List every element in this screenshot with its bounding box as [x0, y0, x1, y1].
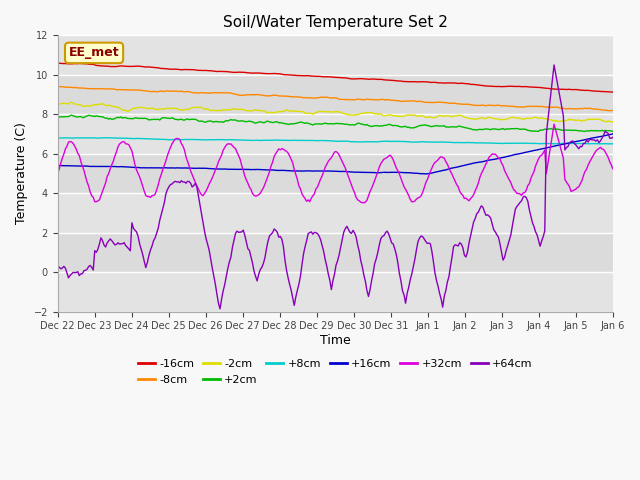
Text: EE_met: EE_met — [68, 47, 120, 60]
-2cm — [221, 107, 228, 113]
Line: +64cm: +64cm — [58, 65, 613, 309]
+64cm — [581, 141, 589, 146]
Bar — [58, 233, 613, 272]
Line: +16cm: +16cm — [58, 134, 613, 174]
-2cm — [249, 108, 257, 114]
Y-axis label: Temperature (C): Temperature (C) — [15, 122, 28, 225]
Title: Soil/Water Temperature Set 2: Soil/Water Temperature Set 2 — [223, 15, 447, 30]
+2cm — [68, 112, 76, 118]
Legend: -16cm, -8cm, -2cm, +2cm, +8cm, +16cm, +32cm, +64cm: -16cm, -8cm, -2cm, +2cm, +8cm, +16cm, +3… — [134, 355, 537, 389]
+32cm — [54, 171, 61, 177]
Line: -8cm: -8cm — [58, 86, 613, 111]
-2cm — [54, 101, 61, 107]
+64cm — [249, 260, 257, 266]
+16cm — [247, 167, 255, 172]
+2cm — [298, 120, 306, 125]
-8cm — [124, 87, 131, 93]
Bar — [58, 36, 613, 75]
+64cm — [298, 262, 306, 267]
Line: +32cm: +32cm — [58, 124, 613, 203]
+16cm — [609, 131, 617, 137]
Line: -16cm: -16cm — [58, 63, 613, 92]
-16cm — [298, 73, 306, 79]
+32cm — [609, 166, 617, 171]
+16cm — [54, 163, 61, 168]
-8cm — [54, 84, 61, 90]
+32cm — [220, 147, 227, 153]
+16cm — [220, 166, 227, 172]
+8cm — [54, 135, 61, 141]
-8cm — [609, 108, 617, 113]
+32cm — [247, 186, 255, 192]
-16cm — [54, 60, 61, 66]
-2cm — [609, 119, 617, 125]
-8cm — [604, 108, 612, 114]
-8cm — [249, 92, 257, 97]
Bar — [58, 114, 613, 154]
+8cm — [298, 137, 306, 143]
-8cm — [298, 95, 306, 100]
+2cm — [54, 113, 61, 119]
Bar — [58, 154, 613, 193]
-16cm — [124, 63, 131, 69]
-2cm — [124, 108, 131, 114]
+2cm — [581, 129, 589, 134]
+8cm — [100, 135, 108, 141]
X-axis label: Time: Time — [320, 334, 351, 347]
+64cm — [54, 264, 61, 269]
+2cm — [580, 129, 588, 134]
-16cm — [249, 70, 257, 76]
+2cm — [249, 119, 257, 125]
Line: -2cm: -2cm — [58, 102, 613, 122]
+32cm — [581, 168, 589, 174]
+32cm — [550, 121, 558, 127]
-8cm — [239, 92, 247, 98]
+32cm — [238, 163, 246, 168]
+8cm — [239, 137, 247, 143]
+8cm — [221, 137, 228, 143]
-16cm — [221, 69, 228, 74]
Bar — [58, 272, 613, 312]
-8cm — [55, 84, 63, 89]
+16cm — [238, 167, 246, 172]
+32cm — [296, 186, 304, 192]
Bar — [58, 0, 613, 36]
+2cm — [221, 119, 228, 124]
-8cm — [580, 106, 588, 111]
+16cm — [422, 171, 429, 177]
-16cm — [55, 60, 63, 66]
Bar — [58, 75, 613, 114]
+16cm — [122, 164, 129, 170]
+2cm — [609, 129, 617, 134]
+64cm — [122, 243, 129, 249]
+64cm — [550, 62, 558, 68]
+8cm — [124, 135, 131, 141]
+16cm — [580, 137, 588, 143]
+2cm — [239, 118, 247, 124]
-8cm — [221, 90, 228, 96]
-16cm — [580, 87, 588, 93]
+8cm — [580, 141, 588, 146]
-2cm — [298, 108, 306, 114]
+8cm — [249, 138, 257, 144]
+64cm — [609, 134, 617, 140]
+64cm — [221, 282, 228, 288]
+2cm — [124, 116, 131, 121]
+64cm — [216, 306, 224, 312]
-2cm — [66, 99, 74, 105]
-2cm — [239, 107, 247, 112]
Bar — [58, 193, 613, 233]
-2cm — [607, 119, 615, 125]
+32cm — [360, 200, 368, 206]
-2cm — [580, 118, 588, 123]
+64cm — [239, 227, 247, 233]
+8cm — [607, 141, 615, 147]
+32cm — [122, 141, 129, 146]
-16cm — [239, 70, 247, 75]
+8cm — [609, 141, 617, 147]
Line: +8cm: +8cm — [58, 138, 613, 144]
Line: +2cm: +2cm — [58, 115, 613, 132]
+16cm — [296, 168, 304, 174]
-16cm — [609, 89, 617, 95]
